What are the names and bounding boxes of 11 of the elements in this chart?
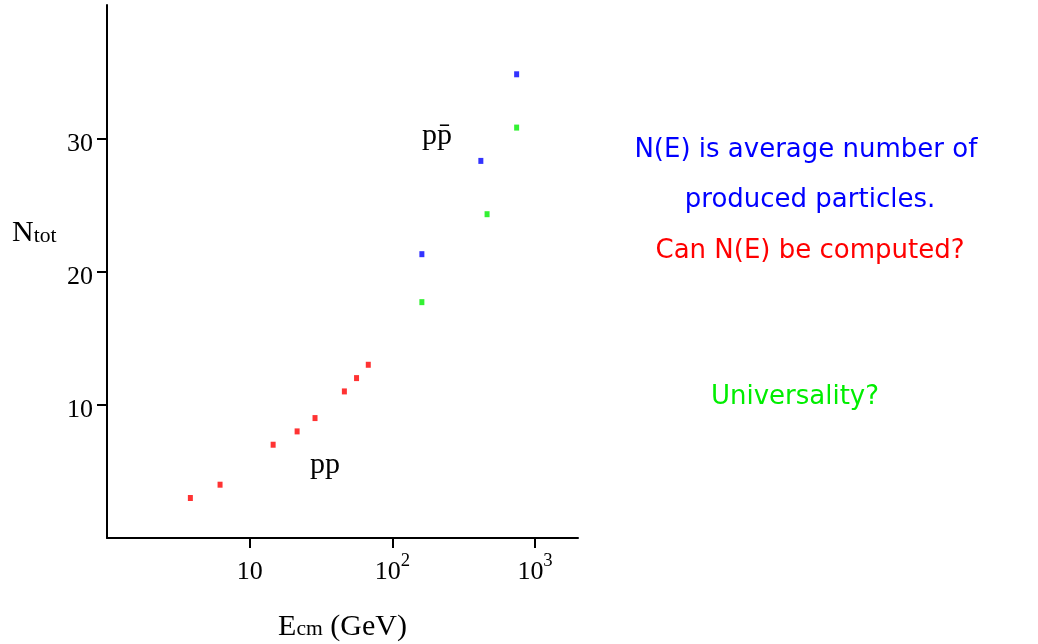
x-tick-label: 10 <box>236 556 263 586</box>
y-axis-title: Ntot <box>12 214 57 247</box>
y-tick-label: 30 <box>67 127 93 157</box>
y-tick-label: 20 <box>67 260 93 290</box>
text: Can N(E) be computed? <box>655 234 965 264</box>
annotation: pp <box>310 445 340 479</box>
y-tick-label: 10 <box>67 394 93 424</box>
text: Universality? <box>710 380 880 410</box>
x-axis-title: Ecm (GeV) <box>278 607 407 642</box>
text: N(E) is average number of produced particles. <box>634 133 986 213</box>
annotation: pp̄ <box>422 116 452 150</box>
